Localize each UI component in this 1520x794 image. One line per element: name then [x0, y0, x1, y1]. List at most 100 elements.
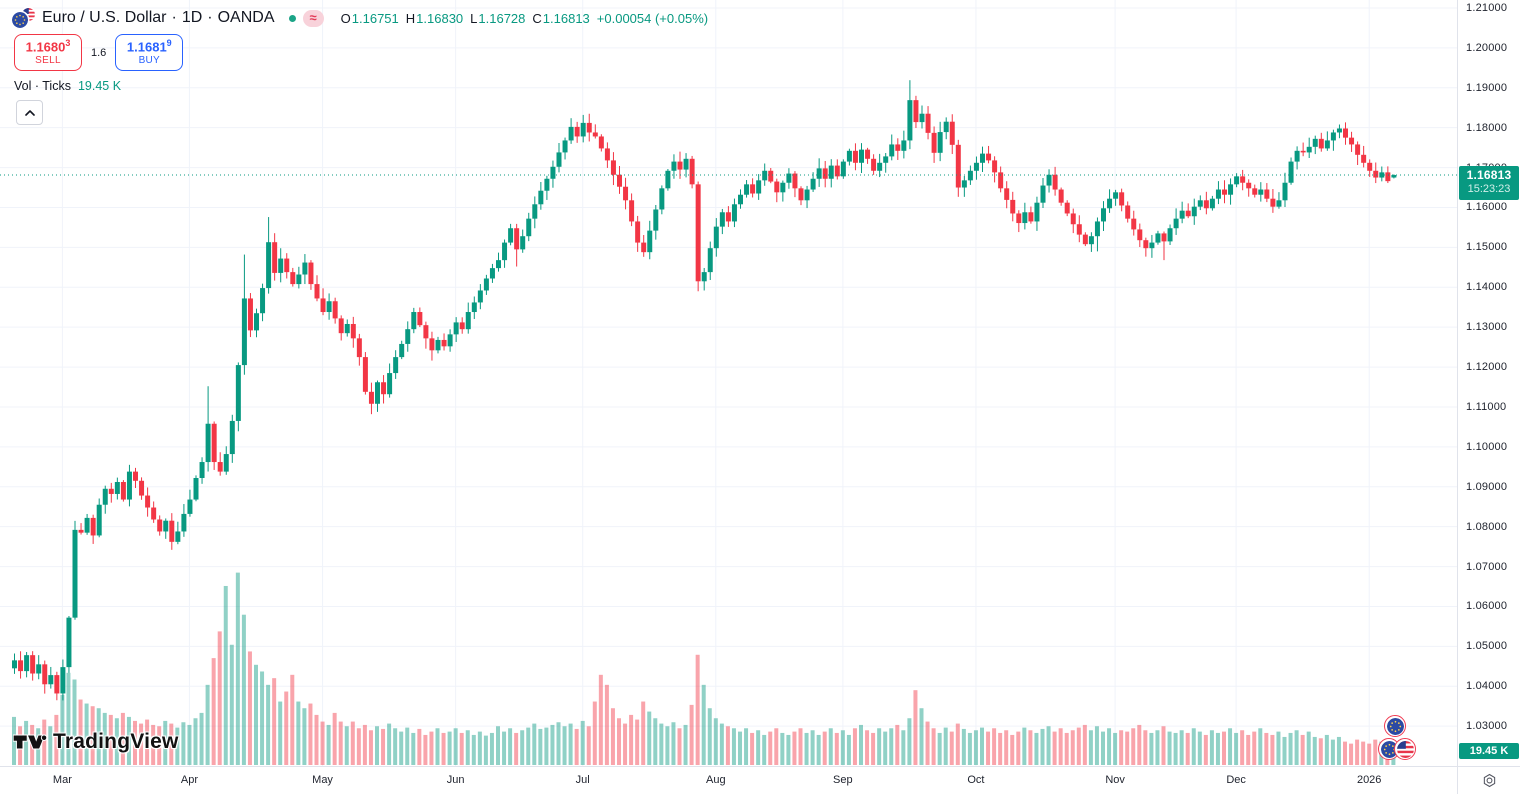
price-tick-label: 1.09000	[1466, 480, 1508, 493]
volume-bar	[556, 722, 561, 765]
candle-body	[852, 150, 858, 163]
buy-button[interactable]: 1.16819 BUY	[115, 34, 184, 71]
candle-body	[623, 186, 629, 201]
settings-gear-icon[interactable]	[1482, 773, 1497, 788]
sell-button[interactable]: 1.16803 SELL	[14, 34, 82, 71]
candle-body	[350, 323, 356, 339]
candle-body	[738, 194, 743, 205]
candle-body	[1215, 189, 1221, 199]
volume-bar	[1022, 727, 1027, 765]
candle-body	[471, 302, 477, 313]
delayed-data-badge[interactable]: ≈	[302, 9, 324, 27]
volume-bar	[973, 730, 978, 765]
volume-bar	[1197, 731, 1202, 765]
candle-body	[768, 170, 774, 182]
volume-bar	[114, 718, 119, 765]
price-axis[interactable]: 1.16813 15:23:23 19.45 K 1.21000 1.20000 1…	[1457, 0, 1520, 766]
open-label: O	[340, 10, 351, 26]
volume-bar	[266, 684, 271, 765]
price-tick-label: 1.07000	[1466, 560, 1508, 573]
volume-bar	[1088, 730, 1093, 765]
candle-body	[725, 212, 731, 222]
candle-body	[846, 150, 852, 162]
candle-body	[895, 144, 901, 151]
candle-body	[1282, 182, 1288, 201]
tradingview-logo[interactable]: TradingView	[13, 729, 179, 755]
candle-body	[610, 160, 616, 175]
volume-bar	[804, 732, 809, 765]
candle-body	[1209, 198, 1215, 209]
economic-event-flag-marker[interactable]	[1378, 738, 1416, 760]
candle-body	[1167, 228, 1173, 242]
volume-bar	[308, 703, 313, 765]
volume-bar	[1258, 728, 1263, 765]
candle-body	[1161, 233, 1167, 242]
volume-bar	[532, 723, 537, 765]
time-tick-label: Jun	[446, 774, 465, 786]
volume-bar	[387, 723, 392, 765]
candle-body	[260, 288, 266, 314]
candle-body	[1349, 137, 1355, 145]
volume-bar	[774, 728, 779, 765]
price-chart-canvas[interactable]	[0, 0, 1457, 766]
candle-body	[1179, 210, 1185, 219]
candle-body	[223, 454, 229, 472]
collapse-indicator-button[interactable]	[16, 100, 43, 125]
candle-body	[653, 209, 659, 231]
candle-body	[1379, 172, 1385, 178]
volume-bar	[471, 734, 476, 765]
high-label: H	[405, 10, 416, 26]
candle-body	[1094, 221, 1100, 237]
candle-body	[169, 520, 175, 542]
volume-bar	[762, 734, 767, 765]
volume-bar	[568, 723, 573, 765]
candle-body	[701, 272, 707, 282]
candle-body	[157, 519, 163, 532]
volume-bar	[60, 694, 65, 765]
volume-bar	[750, 732, 755, 765]
candle-body	[1070, 213, 1076, 225]
volume-bar	[272, 678, 277, 765]
candle-body	[1385, 172, 1391, 182]
candle-body	[1312, 138, 1318, 147]
candle-body	[502, 242, 508, 261]
candle-body	[1191, 206, 1197, 217]
volume-bar	[1300, 734, 1305, 765]
candle-body	[574, 126, 580, 137]
volume-bar	[441, 732, 446, 765]
symbol-title[interactable]: Euro / U.S. Dollar · 1D · OANDA	[42, 9, 275, 26]
volume-bar	[871, 732, 876, 765]
volume-indicator-label[interactable]: Vol · Ticks	[14, 79, 71, 93]
candle-body	[441, 339, 447, 347]
candle-body	[859, 149, 864, 163]
volume-indicator-legend[interactable]: Vol · Ticks 19.45 K	[14, 79, 121, 93]
volume-bar	[907, 718, 912, 765]
candle-body	[1264, 189, 1270, 199]
volume-bar	[1076, 727, 1081, 765]
candle-body	[1234, 176, 1240, 185]
volume-bar	[1185, 732, 1190, 765]
candle-body	[54, 675, 60, 694]
chart-pane[interactable]	[0, 0, 1457, 766]
volume-bar	[417, 728, 422, 765]
volume-bar	[768, 731, 773, 765]
candle-body	[453, 322, 459, 335]
candle-body	[84, 517, 90, 533]
economic-event-flag-marker[interactable]	[1384, 715, 1406, 737]
candle-body	[1367, 162, 1373, 171]
volume-bar	[846, 734, 851, 765]
candle-body	[568, 126, 574, 141]
candle-body	[756, 180, 762, 194]
volume-bar	[126, 716, 131, 765]
volume-bar	[24, 720, 29, 765]
volume-bar	[707, 708, 712, 765]
candle-body	[683, 158, 689, 170]
volume-bar	[980, 727, 984, 765]
price-tick-label: 1.13000	[1466, 321, 1508, 334]
volume-bar	[326, 724, 331, 765]
time-axis[interactable]: Mar Apr May Jun Jul Aug Sep Oct Nov Dec 2026	[0, 766, 1457, 794]
volume-bar	[350, 721, 355, 765]
candle-body	[278, 258, 284, 273]
volume-bar	[756, 730, 761, 765]
candle-body	[66, 617, 72, 668]
